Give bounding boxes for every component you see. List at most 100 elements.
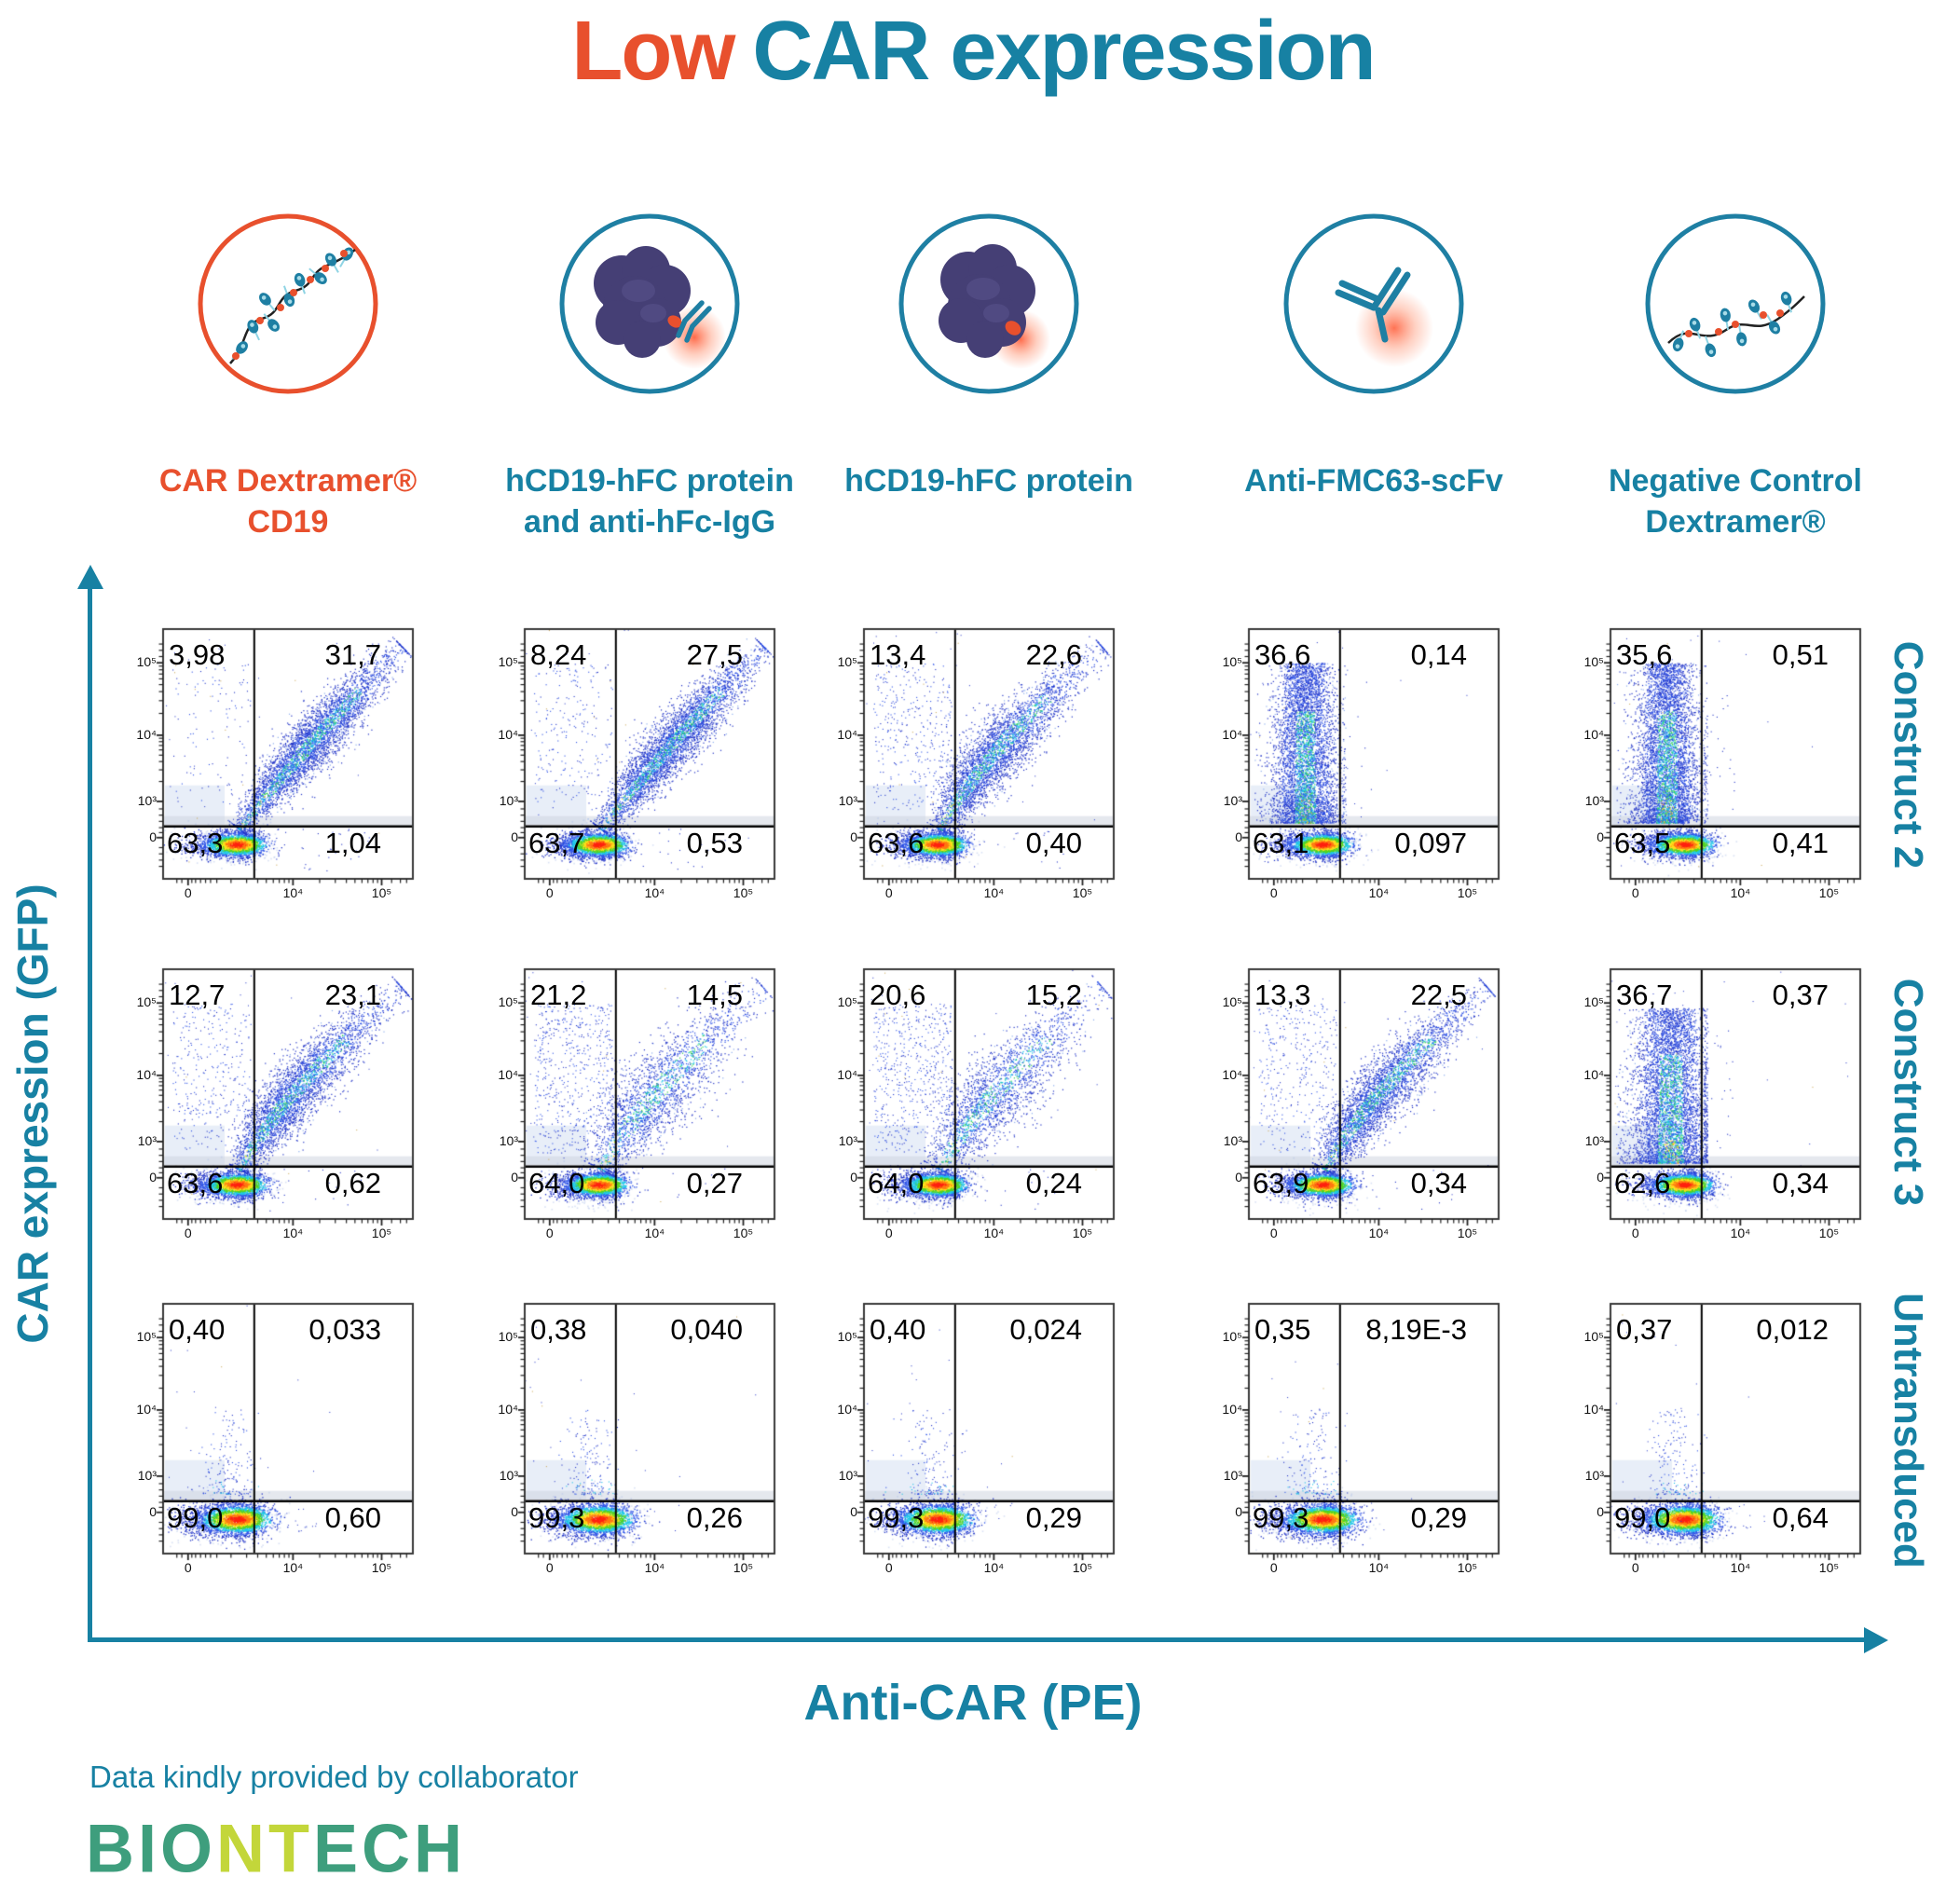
x-axis-tick-label: 10⁴ [983, 1560, 1005, 1575]
x-axis-tick-label: 0 [545, 885, 554, 900]
y-axis-tick-label: 10⁵ [837, 1329, 857, 1345]
scatter-canvas [122, 964, 435, 1234]
quadrant-upper-right-pct: 14,5 [686, 979, 743, 1011]
y-axis-tick-label: 10⁵ [498, 654, 518, 670]
scatter-canvas [122, 623, 435, 894]
x-axis-tick-label: 10⁵ [371, 885, 392, 900]
y-axis-tick-label: 10⁵ [136, 654, 157, 670]
x-axis-tick-label: 0 [184, 885, 192, 900]
quadrant-lower-right-pct: 0,29 [1410, 1501, 1467, 1534]
y-axis-tick-label: 10³ [1223, 1467, 1242, 1483]
x-axis-tick-label: 10⁵ [1072, 1226, 1093, 1240]
column-label-negative-control-dextramer: Negative Control Dextramer® [1556, 460, 1914, 542]
flow-cytometry-plot: 36,6 0,14 63,1 0,097 10⁵ 10⁴ 10³ 0 0 10⁴ 10⁵ [1208, 623, 1521, 922]
x-axis-tick-label: 10⁴ [1730, 1560, 1751, 1575]
flow-cytometry-plot: 13,4 22,6 63,6 0,40 10⁵ 10⁴ 10³ 0 0 10⁴ 10⁵ [823, 623, 1136, 922]
y-axis-tick-label: 10⁴ [498, 1066, 518, 1082]
scatter-canvas [1569, 623, 1883, 894]
y-axis-tick-label: 10⁴ [1583, 726, 1604, 742]
quadrant-upper-right-pct: 0,51 [1772, 638, 1829, 671]
flow-cytometry-plot: 0,40 0,024 99,3 0,29 10⁵ 10⁴ 10³ 0 0 10⁴ 10⁵ [823, 1298, 1136, 1596]
scatter-canvas [484, 1298, 797, 1568]
quadrant-lower-right-pct: 0,097 [1394, 827, 1467, 859]
x-axis-tick-label: 10⁵ [1457, 1560, 1478, 1575]
quadrant-upper-left-pct: 0,37 [1616, 1313, 1673, 1346]
x-axis-tick-label: 10⁵ [733, 1560, 754, 1575]
column-label-car-dextramer-cd19: CAR Dextramer® CD19 [109, 460, 467, 542]
quadrant-upper-left-pct: 13,3 [1254, 979, 1311, 1011]
y-axis-tick-label: 0 [149, 1169, 157, 1185]
x-axis-tick-label: 10⁴ [644, 885, 665, 900]
flow-cytometry-plot: 35,6 0,51 63,5 0,41 10⁵ 10⁴ 10³ 0 0 10⁴ 10⁵ [1569, 623, 1883, 922]
x-axis-tick-label: 10⁴ [644, 1560, 665, 1575]
y-axis-tick-label: 0 [1235, 1503, 1242, 1519]
y-axis-tick-label: 10⁴ [498, 726, 518, 742]
page-title: Low CAR expression [0, 4, 1946, 100]
quadrant-lower-left-pct: 63,1 [1253, 827, 1309, 859]
y-axis-tick-label: 0 [511, 829, 518, 844]
car-dextramer-cd19-icon [195, 211, 381, 397]
quadrant-lower-left-pct: 63,9 [1253, 1167, 1309, 1199]
y-axis-tick-label: 0 [511, 1503, 518, 1519]
scatter-canvas [1208, 623, 1521, 894]
flow-cytometry-plot: 3,98 31,7 63,3 1,04 10⁵ 10⁴ 10³ 0 0 10⁴ 10⁵ [122, 623, 435, 922]
y-axis-tick-label: 0 [1597, 1503, 1604, 1519]
x-axis-tick-label: 10⁴ [983, 885, 1005, 900]
x-axis-tick-label: 0 [184, 1226, 192, 1240]
y-axis-tick-label: 10³ [1223, 792, 1242, 808]
y-axis-label: CAR expression (GFP) [8, 884, 57, 1344]
x-axis-tick-label: 10⁵ [1457, 1226, 1478, 1240]
y-axis-tick-label: 0 [850, 829, 857, 844]
quadrant-lower-left-pct: 64,0 [528, 1167, 585, 1199]
scatter-canvas [1569, 964, 1883, 1234]
x-axis-tick-label: 0 [545, 1560, 554, 1575]
x-axis-arrowhead-icon [1864, 1627, 1888, 1653]
x-axis-tick-label: 10⁵ [1818, 1560, 1840, 1575]
x-axis-tick-label: 10⁵ [371, 1560, 392, 1575]
x-axis-tick-label: 10⁴ [983, 1226, 1005, 1240]
y-axis-tick-label: 10³ [1584, 1132, 1604, 1148]
flow-cytometry-plot: 8,24 27,5 63,7 0,53 10⁵ 10⁴ 10³ 0 0 10⁴ 10⁵ [484, 623, 797, 922]
quadrant-lower-left-pct: 63,7 [528, 827, 585, 859]
x-axis-tick-label: 10⁵ [1818, 885, 1840, 900]
logo-part-nt: NT [216, 1811, 313, 1887]
y-axis-tick-label: 10⁴ [1583, 1401, 1604, 1417]
y-axis-tick-label: 0 [850, 1503, 857, 1519]
column-label-line1: hCD19-hFC protein [505, 463, 794, 499]
y-axis-tick-label: 10³ [838, 1132, 857, 1148]
y-axis-tick-label: 10³ [137, 1132, 157, 1148]
quadrant-lower-left-pct: 99,3 [528, 1501, 585, 1534]
y-axis-line [88, 587, 92, 1640]
x-axis-tick-label: 10⁵ [733, 1226, 754, 1240]
quadrant-lower-left-pct: 99,0 [167, 1501, 224, 1534]
quadrant-upper-right-pct: 8,19E-3 [1365, 1313, 1467, 1346]
quadrant-lower-right-pct: 0,26 [686, 1501, 743, 1534]
quadrant-upper-left-pct: 0,40 [870, 1313, 926, 1346]
quadrant-upper-right-pct: 27,5 [686, 638, 743, 671]
y-axis-tick-label: 10⁴ [837, 1401, 857, 1417]
quadrant-lower-left-pct: 99,3 [868, 1501, 925, 1534]
x-axis-tick-label: 0 [1631, 1560, 1639, 1575]
x-axis-tick-label: 10⁵ [733, 885, 754, 900]
quadrant-upper-left-pct: 12,7 [169, 979, 226, 1011]
y-axis-tick-label: 10³ [499, 1132, 518, 1148]
y-axis-tick-label: 10⁵ [1222, 1329, 1242, 1345]
quadrant-upper-left-pct: 21,2 [530, 979, 587, 1011]
x-axis-tick-label: 0 [1269, 885, 1278, 900]
quadrant-upper-left-pct: 8,24 [530, 638, 587, 671]
x-axis-tick-label: 0 [1269, 1560, 1278, 1575]
flow-cytometry-plot: 0,38 0,040 99,3 0,26 10⁵ 10⁴ 10³ 0 0 10⁴ 10⁵ [484, 1298, 797, 1596]
x-axis-tick-label: 0 [884, 885, 893, 900]
quadrant-upper-left-pct: 36,7 [1616, 979, 1673, 1011]
flow-cytometry-plot: 0,37 0,012 99,0 0,64 10⁵ 10⁴ 10³ 0 0 10⁴ 10⁵ [1569, 1298, 1883, 1596]
x-axis-tick-label: 10⁴ [1368, 1226, 1390, 1240]
quadrant-lower-right-pct: 0,40 [1025, 827, 1082, 859]
x-axis-tick-label: 0 [1269, 1226, 1278, 1240]
flow-cytometry-plot: 12,7 23,1 63,6 0,62 10⁵ 10⁴ 10³ 0 0 10⁴ 10⁵ [122, 964, 435, 1262]
x-axis-tick-label: 0 [1631, 1226, 1639, 1240]
y-axis-tick-label: 0 [850, 1169, 857, 1185]
y-axis-tick-label: 10⁴ [136, 726, 157, 742]
y-axis-tick-label: 10⁴ [1222, 1401, 1242, 1417]
anti-fmc63-scfv-icon [1281, 211, 1467, 397]
quadrant-lower-right-pct: 0,53 [686, 827, 743, 859]
